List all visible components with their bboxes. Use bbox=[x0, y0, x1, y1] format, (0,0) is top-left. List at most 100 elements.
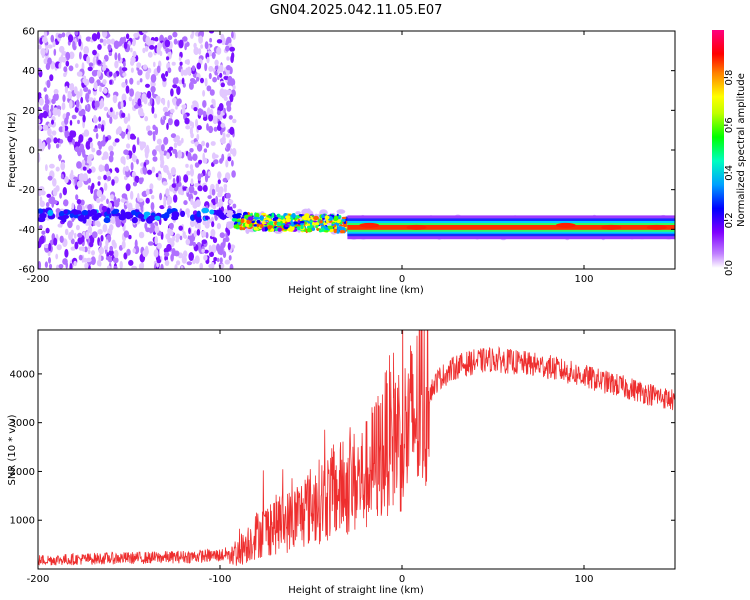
heatmap-cell bbox=[57, 108, 61, 117]
heatmap-cell bbox=[166, 56, 170, 61]
heatmap-cell bbox=[231, 170, 236, 178]
heatmap-cell bbox=[119, 37, 125, 46]
heatmap-cell bbox=[43, 58, 48, 65]
heatmap-cell bbox=[141, 191, 147, 197]
heatmap-cell bbox=[137, 98, 142, 107]
heatmap-cell bbox=[91, 99, 96, 109]
heatmap-cell bbox=[177, 150, 182, 159]
heatmap-cell bbox=[271, 212, 275, 218]
heatmap-cell bbox=[102, 79, 107, 85]
heatmap-cell bbox=[194, 255, 200, 264]
heatmap-cell bbox=[92, 210, 97, 217]
heatmap-cell bbox=[41, 230, 46, 235]
heatmap-cell bbox=[90, 166, 96, 173]
heatmap-cell bbox=[231, 217, 238, 222]
heatmap-cell bbox=[113, 72, 117, 79]
heatmap-cell bbox=[256, 223, 260, 228]
heatmap-cell bbox=[232, 203, 237, 209]
heatmap-cell bbox=[137, 192, 140, 202]
heatmap-cell bbox=[304, 213, 310, 219]
heatmap-cell bbox=[141, 94, 145, 103]
heatmap-cell bbox=[67, 92, 73, 99]
heatmap-cell bbox=[174, 250, 180, 257]
heatmap-cell bbox=[102, 223, 108, 233]
heatmap-cell bbox=[153, 113, 158, 119]
heatmap-cell bbox=[234, 215, 241, 219]
colorbar: 0.0 0.2 0.4 0.6 0.8 Normalized spectral ampl… bbox=[712, 30, 747, 276]
heatmap-cell bbox=[61, 216, 67, 223]
heatmap-cell bbox=[79, 51, 82, 60]
heatmap-marks bbox=[38, 31, 675, 269]
x-tick-label: 0 bbox=[399, 574, 405, 585]
heatmap-cell bbox=[48, 110, 52, 118]
colorbar-tick-label: 0.6 bbox=[724, 117, 735, 133]
heatmap-cell bbox=[170, 108, 175, 114]
heatmap-cell bbox=[134, 239, 138, 249]
heatmap-cell bbox=[154, 36, 159, 42]
heatmap-cell bbox=[163, 136, 169, 145]
heatmap-cell bbox=[173, 38, 178, 45]
heatmap-cell bbox=[91, 33, 98, 42]
y-tick-label: 4000 bbox=[10, 369, 35, 380]
heatmap-cell bbox=[203, 148, 208, 153]
heatmap-cell bbox=[192, 80, 197, 84]
heatmap-cell bbox=[188, 185, 195, 194]
heatmap-cell bbox=[232, 118, 237, 124]
heatmap-cell bbox=[51, 98, 56, 105]
heatmap-cell bbox=[119, 66, 122, 75]
heatmap-cell bbox=[134, 175, 140, 184]
heatmap-cell bbox=[239, 226, 243, 231]
heatmap-cell bbox=[87, 185, 91, 190]
heatmap-cell bbox=[123, 230, 130, 238]
heatmap-cell bbox=[205, 142, 210, 149]
y-tick-label: -40 bbox=[19, 225, 35, 236]
heatmap-cell bbox=[189, 219, 195, 228]
heatmap-cell bbox=[74, 176, 77, 186]
colorbar-tick-label: 0.4 bbox=[724, 165, 735, 181]
heatmap-cell bbox=[64, 248, 69, 258]
heatmap-cell bbox=[138, 231, 145, 239]
heatmap-cell bbox=[209, 187, 212, 197]
heatmap-cell bbox=[165, 70, 169, 77]
heatmap-cell bbox=[126, 143, 131, 149]
heatmap-cell bbox=[88, 97, 94, 102]
heatmap-cell bbox=[136, 62, 142, 68]
heatmap-cell bbox=[212, 76, 218, 83]
heatmap-cell bbox=[45, 137, 52, 144]
heatmap-cell bbox=[223, 185, 227, 193]
heatmap-cell bbox=[224, 259, 230, 265]
heatmap-cell bbox=[198, 159, 203, 164]
heatmap-cell bbox=[112, 141, 117, 147]
heatmap-cell bbox=[150, 74, 157, 83]
heatmap-cell bbox=[43, 31, 47, 38]
heatmap-cell bbox=[225, 192, 231, 199]
colorbar-gradient bbox=[712, 30, 724, 268]
heatmap-cell bbox=[196, 62, 202, 70]
heatmap-cell bbox=[217, 171, 222, 180]
heatmap-cell bbox=[214, 65, 219, 70]
heatmap-cell bbox=[172, 177, 176, 185]
heatmap-cell bbox=[166, 243, 172, 252]
heatmap-cell bbox=[43, 87, 47, 92]
heatmap-cell bbox=[136, 137, 140, 146]
heatmap-cell bbox=[223, 107, 226, 114]
heatmap-cell bbox=[88, 265, 91, 269]
heatmap-cell bbox=[231, 160, 234, 167]
heatmap-cell bbox=[555, 222, 576, 228]
heatmap-cell bbox=[99, 240, 102, 247]
heatmap-cell bbox=[52, 107, 59, 116]
snr-frame bbox=[37, 329, 676, 570]
heatmap-cell bbox=[227, 204, 230, 211]
heatmap-cell bbox=[152, 149, 157, 157]
heatmap-cell bbox=[210, 141, 216, 146]
heatmap-cell bbox=[179, 235, 183, 241]
heatmap-cell bbox=[217, 179, 221, 185]
heatmap-cell bbox=[256, 219, 261, 224]
heatmap-cell bbox=[156, 242, 162, 249]
heatmap-cell bbox=[174, 119, 180, 127]
heatmap-cell bbox=[62, 94, 66, 103]
heatmap-cell bbox=[228, 199, 234, 204]
heatmap-cell bbox=[81, 247, 86, 252]
heatmap-cell bbox=[219, 263, 225, 269]
heatmap-cell bbox=[74, 146, 80, 153]
